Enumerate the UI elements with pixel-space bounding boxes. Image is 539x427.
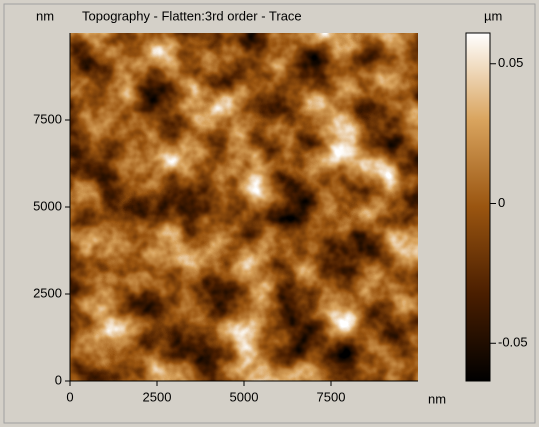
x-tick-label: 0 xyxy=(66,389,73,404)
x-tick-label: 2500 xyxy=(143,389,172,404)
y-tick-label: 5000 xyxy=(33,198,62,213)
colorbar-tick-label: -0.05 xyxy=(498,335,528,350)
y-tick-label: 7500 xyxy=(33,111,62,126)
y-tick-label: 0 xyxy=(55,372,62,387)
colorbar xyxy=(466,33,490,381)
chart: nm Topography - Flatten:3rd order - Trac… xyxy=(0,0,539,427)
topography-image xyxy=(70,33,418,381)
x-tick-label: 7500 xyxy=(317,389,346,404)
x-tick-label: 5000 xyxy=(230,389,259,404)
x-unit: nm xyxy=(428,391,446,406)
y-unit: nm xyxy=(36,8,54,23)
colorbar-unit: µm xyxy=(484,8,502,23)
y-tick-label: 2500 xyxy=(33,285,62,300)
colorbar-tick-label: 0.05 xyxy=(498,55,523,70)
colorbar-tick-label: 0 xyxy=(498,195,505,210)
chart-title: Topography - Flatten:3rd order - Trace xyxy=(82,8,302,23)
